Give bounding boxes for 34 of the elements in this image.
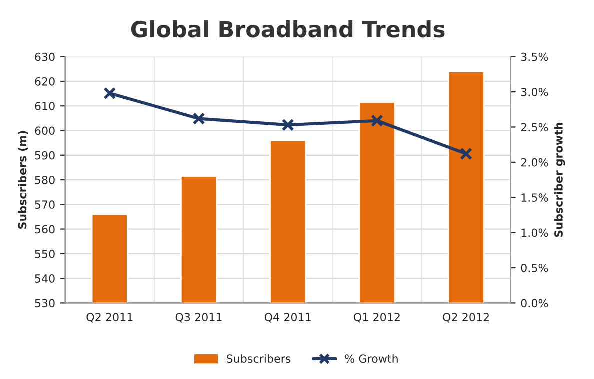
y2-tick-label: 3.0% <box>521 88 548 96</box>
chart-title: Global Broadband Trends <box>131 20 445 38</box>
y-tick-label: 540 <box>35 274 55 283</box>
y-tick-label: 580 <box>35 176 55 184</box>
y-tick-label: 550 <box>35 250 55 258</box>
y2-tick-label: 2.5% <box>521 123 548 132</box>
y-tick-label: 610 <box>35 102 55 110</box>
y2-tick-label: 3.5% <box>521 52 548 62</box>
x-tick-label: Q4 2011 <box>264 313 311 323</box>
y-tick-label: 600 <box>35 126 55 136</box>
legend-label: % Growth <box>345 354 398 364</box>
x-tick-label: Q2 2011 <box>86 313 133 323</box>
y2-tick-label: 1.0% <box>522 228 548 238</box>
y2-axis-title: Subscriber growth <box>554 123 566 238</box>
x-tick-label: Q3 2011 <box>176 313 222 323</box>
y2-tick-label: 2.0% <box>521 158 548 167</box>
point <box>460 148 473 160</box>
y2-tick-label: 1.5% <box>522 194 548 202</box>
point <box>282 118 294 132</box>
y-tick-label: 590 <box>35 151 55 160</box>
point <box>192 112 206 126</box>
y-tick-label: 530 <box>35 299 55 308</box>
y-tick-label: 570 <box>35 200 55 210</box>
y2-tick-label: 0.0% <box>521 299 548 308</box>
point <box>104 87 116 100</box>
point <box>370 114 384 128</box>
y-tick-label: 620 <box>35 77 55 86</box>
x-tick-label: Q1 2012 <box>354 313 400 323</box>
y-tick-label: 560 <box>35 225 55 234</box>
legend-label: Subscribers <box>227 354 291 364</box>
y2-tick-label: 0.5% <box>521 264 548 272</box>
x-tick-label: Q2 2012 <box>443 313 489 323</box>
y-tick-label: 630 <box>35 52 55 62</box>
y-axis-title: Subscribers (m) <box>18 131 28 229</box>
